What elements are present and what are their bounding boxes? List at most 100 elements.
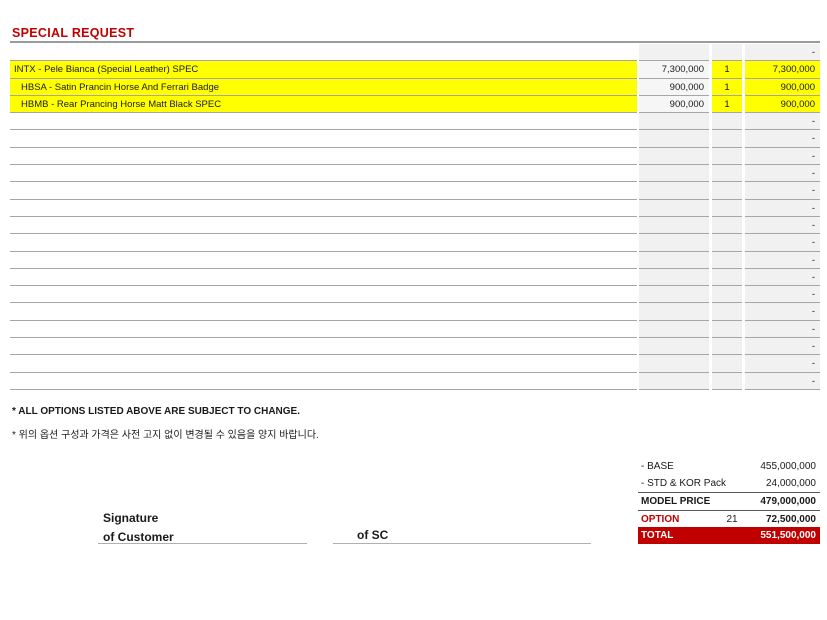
option-total-cell: - — [745, 165, 820, 183]
summary-label: MODEL PRICE — [641, 496, 711, 508]
summary-label: - STD & KOR Pack — [641, 478, 727, 490]
column-gap — [709, 234, 712, 252]
option-price-cell — [639, 165, 709, 183]
column-gap — [742, 216, 745, 235]
option-total-cell: - — [745, 44, 820, 62]
option-price-cell — [639, 286, 709, 304]
option-qty-cell — [712, 372, 742, 390]
option-total-cell: - — [745, 147, 820, 166]
option-label-cell — [10, 372, 637, 390]
summary-value: 72,500,000 — [765, 513, 816, 525]
option-price-cell — [639, 234, 709, 252]
option-label-cell — [10, 251, 637, 269]
option-qty-cell: 1 — [712, 78, 742, 96]
column-gap — [637, 147, 639, 166]
signature-sc-label: of SC — [357, 528, 389, 542]
column-gap — [637, 130, 639, 148]
option-label-cell — [10, 147, 637, 166]
signature-line2: of Customer — [103, 530, 174, 544]
option-qty-cell — [712, 182, 742, 200]
column-gap — [709, 44, 712, 62]
table-row: - — [10, 286, 820, 304]
summary-row-base: - BASE 455,000,000 — [638, 458, 820, 475]
column-gap — [709, 165, 712, 183]
column-gap — [742, 44, 745, 62]
column-gap — [637, 251, 639, 269]
option-price-cell — [639, 372, 709, 390]
option-total-cell: - — [745, 130, 820, 148]
option-price-cell — [639, 251, 709, 269]
option-label-cell — [10, 44, 637, 62]
summary-value: 551,500,000 — [760, 529, 816, 541]
column-gap — [709, 251, 712, 269]
column-gap — [637, 372, 639, 390]
table-row: - — [10, 147, 820, 166]
option-qty-cell — [712, 44, 742, 62]
column-gap — [742, 372, 745, 390]
column-gap — [742, 61, 745, 79]
option-total-cell: - — [745, 234, 820, 252]
option-label-cell — [10, 268, 637, 287]
summary-value: 455,000,000 — [760, 461, 816, 472]
option-total-cell: 900,000 — [745, 95, 820, 114]
summary-value: 24,000,000 — [765, 478, 816, 490]
table-row: HBSA - Satin Prancin Horse And Ferrari B… — [10, 78, 820, 96]
option-price-cell: 7,300,000 — [639, 61, 709, 79]
option-qty-cell — [712, 268, 742, 287]
option-label-cell — [10, 320, 637, 339]
table-row: - — [10, 182, 820, 200]
option-qty-cell — [712, 338, 742, 356]
option-price-cell — [639, 216, 709, 235]
option-qty-cell — [712, 199, 742, 217]
option-price-cell — [639, 147, 709, 166]
column-gap — [637, 355, 639, 373]
option-total-cell: - — [745, 303, 820, 321]
column-gap — [742, 130, 745, 148]
option-total-cell: - — [745, 286, 820, 304]
table-row: - — [10, 165, 820, 183]
option-total-cell: 7,300,000 — [745, 61, 820, 79]
column-gap — [742, 165, 745, 183]
summary-label: OPTION — [641, 513, 680, 525]
option-price-cell — [639, 44, 709, 62]
column-gap — [637, 95, 639, 114]
column-gap — [637, 182, 639, 200]
option-label-cell — [10, 216, 637, 235]
note-english: * ALL OPTIONS LISTED ABOVE ARE SUBJECT T… — [12, 406, 300, 417]
column-gap — [742, 234, 745, 252]
signature-heading: Signature of Customer — [103, 509, 174, 547]
column-gap — [742, 182, 745, 200]
option-qty-cell — [712, 147, 742, 166]
column-gap — [637, 216, 639, 235]
column-gap — [709, 372, 712, 390]
customer-signature-line — [98, 543, 307, 544]
title-divider — [10, 41, 820, 43]
option-price-cell — [639, 338, 709, 356]
column-gap — [742, 286, 745, 304]
column-gap — [637, 234, 639, 252]
option-total-cell: - — [745, 355, 820, 373]
option-total-cell: - — [745, 372, 820, 390]
table-row: - — [10, 355, 820, 373]
column-gap — [637, 303, 639, 321]
options-table: - INTX - Pele Bianca (Special Leather) SP… — [10, 44, 820, 390]
column-gap — [709, 95, 712, 114]
option-label-cell — [10, 286, 637, 304]
option-price-cell: 900,000 — [639, 78, 709, 96]
column-gap — [742, 320, 745, 339]
option-qty-cell — [712, 130, 742, 148]
column-gap — [742, 338, 745, 356]
column-gap — [709, 286, 712, 304]
column-gap — [637, 268, 639, 287]
summary-row-total: TOTAL 551,500,000 — [638, 526, 820, 544]
table-row: - — [10, 338, 820, 356]
column-gap — [709, 216, 712, 235]
summary-label: - BASE — [641, 461, 674, 472]
option-qty-cell — [712, 251, 742, 269]
column-gap — [709, 113, 712, 131]
option-qty-cell — [712, 113, 742, 131]
option-label-cell — [10, 338, 637, 356]
option-label-cell — [10, 182, 637, 200]
table-row: - — [10, 372, 820, 390]
